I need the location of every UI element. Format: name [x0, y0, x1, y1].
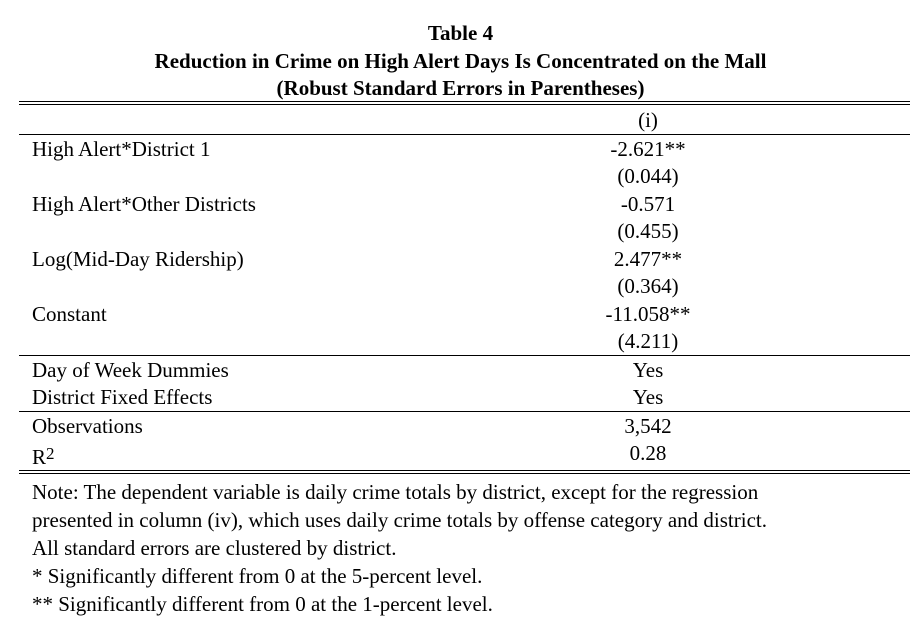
top-rule-1 [19, 101, 910, 102]
stat-row: Observations 3,542 [0, 413, 921, 440]
r-symbol: R [32, 445, 47, 469]
coef-label: Log(Mid-Day Ridership) [32, 247, 244, 271]
note-line: ** Significantly different from 0 at the… [32, 592, 493, 616]
controls-rule [19, 411, 910, 412]
control-row: District Fixed Effects Yes [0, 384, 921, 411]
control-label: District Fixed Effects [32, 385, 213, 409]
se-row: (0.044) [0, 163, 921, 190]
coef-se: (0.455) [617, 219, 679, 243]
coef-estimate: -2.621** [610, 137, 686, 161]
coef-estimate: -11.058** [605, 302, 691, 326]
stat-value: 0.28 [629, 441, 667, 465]
se-row: (0.455) [0, 218, 921, 245]
coef-label: High Alert*District 1 [32, 137, 211, 161]
column-header-row: (i) [0, 107, 921, 134]
coef-se: (0.044) [617, 164, 679, 188]
note-line: presented in column (iv), which uses dai… [32, 508, 767, 532]
coef-label: High Alert*Other Districts [32, 192, 256, 216]
coef-se: (0.364) [617, 274, 679, 298]
table-title: Reduction in Crime on High Alert Days Is… [154, 48, 767, 73]
stat-label-r2: R2 [32, 440, 55, 471]
note-line: * Significantly different from 0 at the … [32, 564, 483, 588]
coef-row: Constant -11.058** [0, 301, 921, 328]
coef-rule [19, 355, 910, 356]
control-value: Yes [632, 385, 664, 409]
table-title-block: Table 4 Reduction in Crime on High Alert… [0, 20, 921, 103]
control-value: Yes [632, 358, 664, 382]
coef-row: Log(Mid-Day Ridership) 2.477** [0, 246, 921, 273]
coef-label: Constant [32, 302, 107, 326]
coef-estimate: -0.571 [620, 192, 676, 216]
table-subtitle: (Robust Standard Errors in Parentheses) [276, 76, 645, 100]
coef-estimate: 2.477** [613, 247, 683, 271]
se-row: (4.211) [0, 328, 921, 355]
stat-label: Observations [32, 414, 143, 438]
stat-row: R2 0.28 [0, 440, 921, 469]
coef-se: (4.211) [617, 329, 679, 353]
top-rule-2 [19, 104, 910, 105]
note-line: All standard errors are clustered by dis… [32, 536, 397, 560]
r-superscript: 2 [46, 444, 55, 463]
control-label: Day of Week Dummies [32, 358, 229, 382]
column-header: (i) [638, 108, 658, 132]
table-number: Table 4 [427, 21, 494, 45]
coef-row: High Alert*District 1 -2.621** [0, 136, 921, 163]
note-line: Note: The dependent variable is daily cr… [32, 480, 759, 504]
stat-value: 3,542 [624, 414, 672, 438]
header-rule [19, 134, 910, 135]
se-row: (0.364) [0, 273, 921, 300]
coef-row: High Alert*Other Districts -0.571 [0, 191, 921, 218]
bottom-rule-1 [19, 470, 910, 471]
bottom-rule-2 [19, 473, 910, 474]
table-notes: Note: The dependent variable is daily cr… [32, 478, 912, 618]
control-row: Day of Week Dummies Yes [0, 357, 921, 384]
